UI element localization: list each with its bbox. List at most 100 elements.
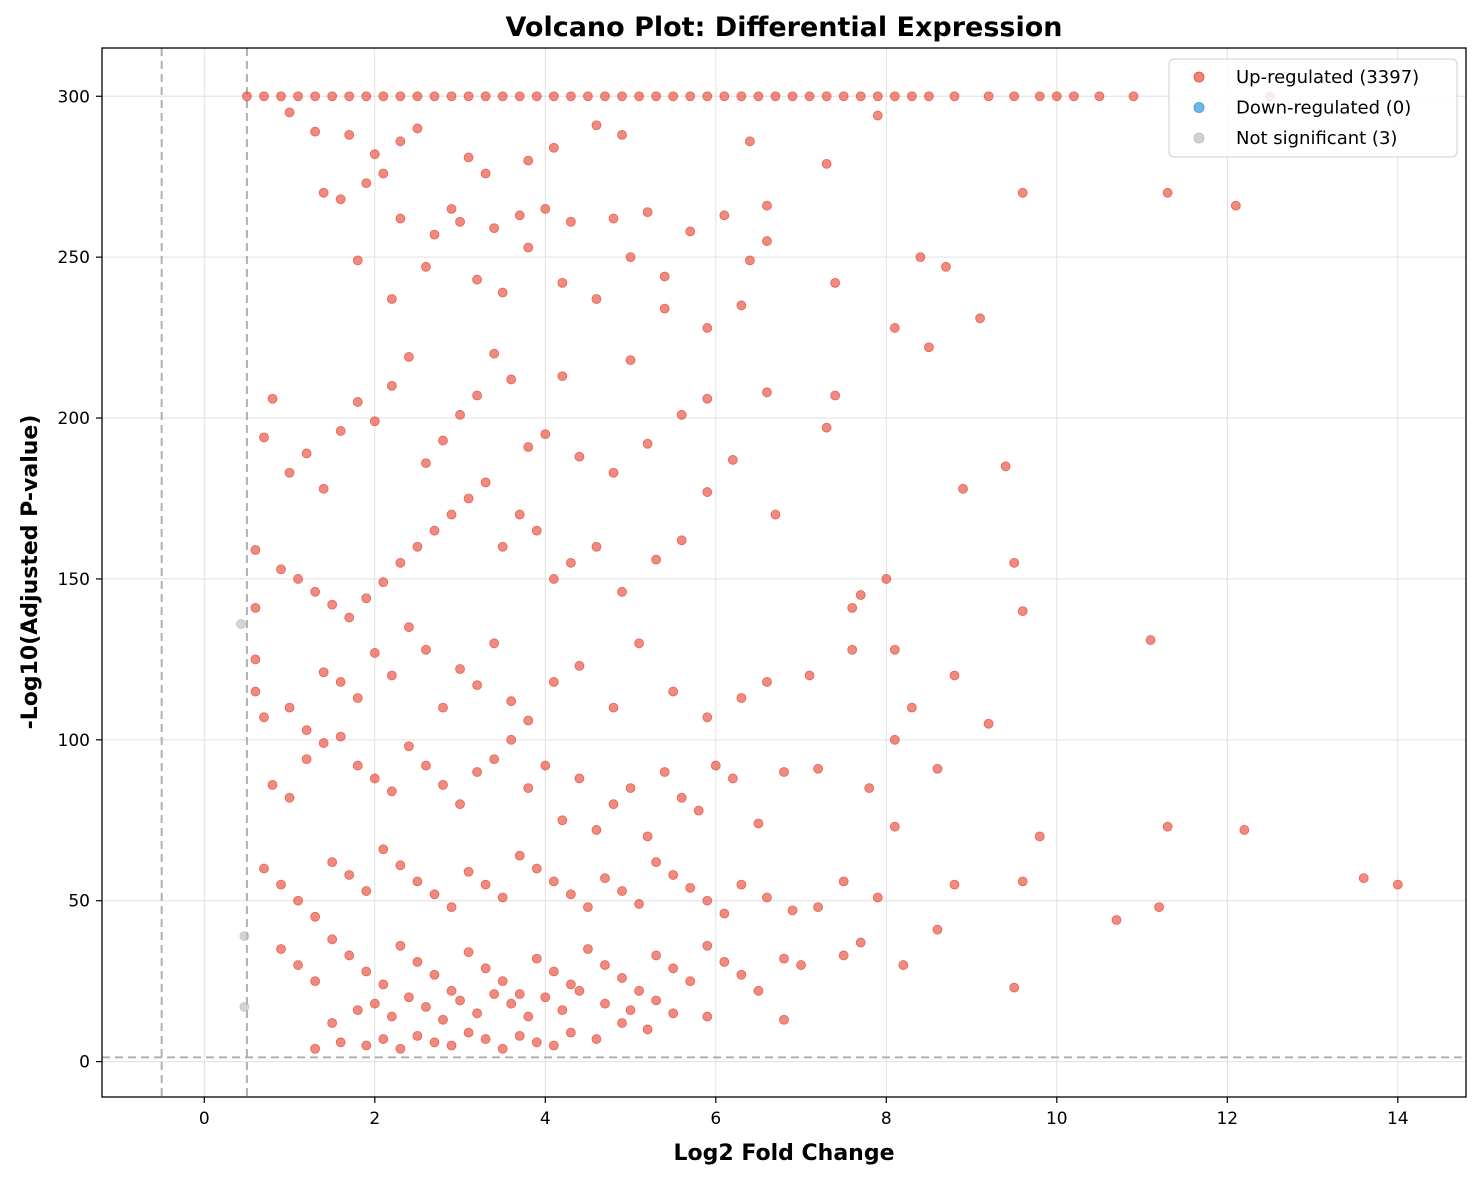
data-point [540,992,551,1003]
data-point [548,966,559,977]
data-point [881,574,892,584]
data-point [412,956,423,967]
data-point [702,487,713,497]
x-tick-label: 14 [1387,1109,1409,1129]
data-point [506,374,517,385]
data-point [642,438,653,449]
data-point [557,1005,568,1016]
data-point [497,892,508,903]
data-point [480,477,491,488]
data-point [497,541,508,552]
data-point [651,91,662,102]
y-tick-label: 150 [58,570,90,590]
data-point [898,960,909,970]
data-point [514,210,525,221]
data-point [702,1011,713,1022]
data-point [932,763,943,774]
data-point [565,979,576,990]
data-point [787,91,798,102]
data-point [565,557,576,568]
data-point [531,525,542,536]
data-points [236,91,1403,1054]
data-point [284,792,295,803]
data-point [617,886,627,896]
data-point [591,294,602,304]
data-point [838,91,849,102]
data-point [472,1008,483,1019]
data-point [779,1014,789,1025]
data-point [472,680,483,691]
data-point [702,940,713,951]
data-point [719,956,730,967]
data-point [489,754,500,765]
data-point [327,91,338,102]
data-point [386,670,397,681]
data-point [889,91,900,102]
data-point [736,300,747,311]
data-point [565,889,576,900]
data-point [523,715,534,726]
data-point [617,586,627,597]
data-point [506,696,517,707]
chart-title: Volcano Plot: Differential Expression [505,12,1062,43]
data-point [386,1011,397,1022]
data-point [472,767,483,777]
data-point [531,91,542,102]
data-point [301,725,312,736]
data-point [719,91,730,102]
data-point [872,91,883,102]
data-point [378,979,389,990]
data-point [924,91,934,102]
data-point [239,1002,250,1012]
data-point [949,879,960,890]
data-point [523,1011,534,1022]
data-point [1128,91,1139,102]
data-point [412,541,423,552]
data-point [617,129,627,140]
data-point [540,760,551,771]
data-point [344,91,355,102]
data-point [352,760,363,771]
data-point [889,821,900,832]
data-point [480,879,491,890]
data-point [685,226,696,237]
data-point [489,223,500,234]
data-point [421,1002,431,1012]
data-point [327,857,338,868]
data-point [941,261,951,272]
data-point [446,1040,457,1051]
data-point [770,91,781,102]
data-point [310,911,321,922]
data-point [591,120,602,131]
data-point [276,91,286,102]
data-point [1162,187,1173,198]
data-point [830,277,841,288]
data-point [625,252,636,263]
data-point [548,91,559,102]
data-point [548,574,559,584]
grid [102,48,1466,1097]
data-point [352,1005,363,1016]
legend-label: Down-regulated (0) [1236,98,1411,119]
data-point [403,992,414,1003]
data-point [446,91,457,102]
data-point [438,702,448,713]
data-point [429,525,440,536]
data-point [455,216,465,227]
data-point [429,889,440,900]
data-point [617,1018,627,1028]
data-point [523,242,534,253]
data-point [617,91,627,102]
data-point [310,586,321,597]
y-axis-ticks: 0 50 100 150 200 250 300 [58,87,102,1073]
data-point [327,1018,338,1028]
data-point [403,622,414,633]
data-point [250,545,261,555]
data-point [668,686,679,697]
data-point [455,799,465,810]
data-point [668,963,679,974]
data-point [727,454,738,465]
data-point [352,255,363,266]
data-point [727,773,738,784]
data-point [651,857,662,868]
